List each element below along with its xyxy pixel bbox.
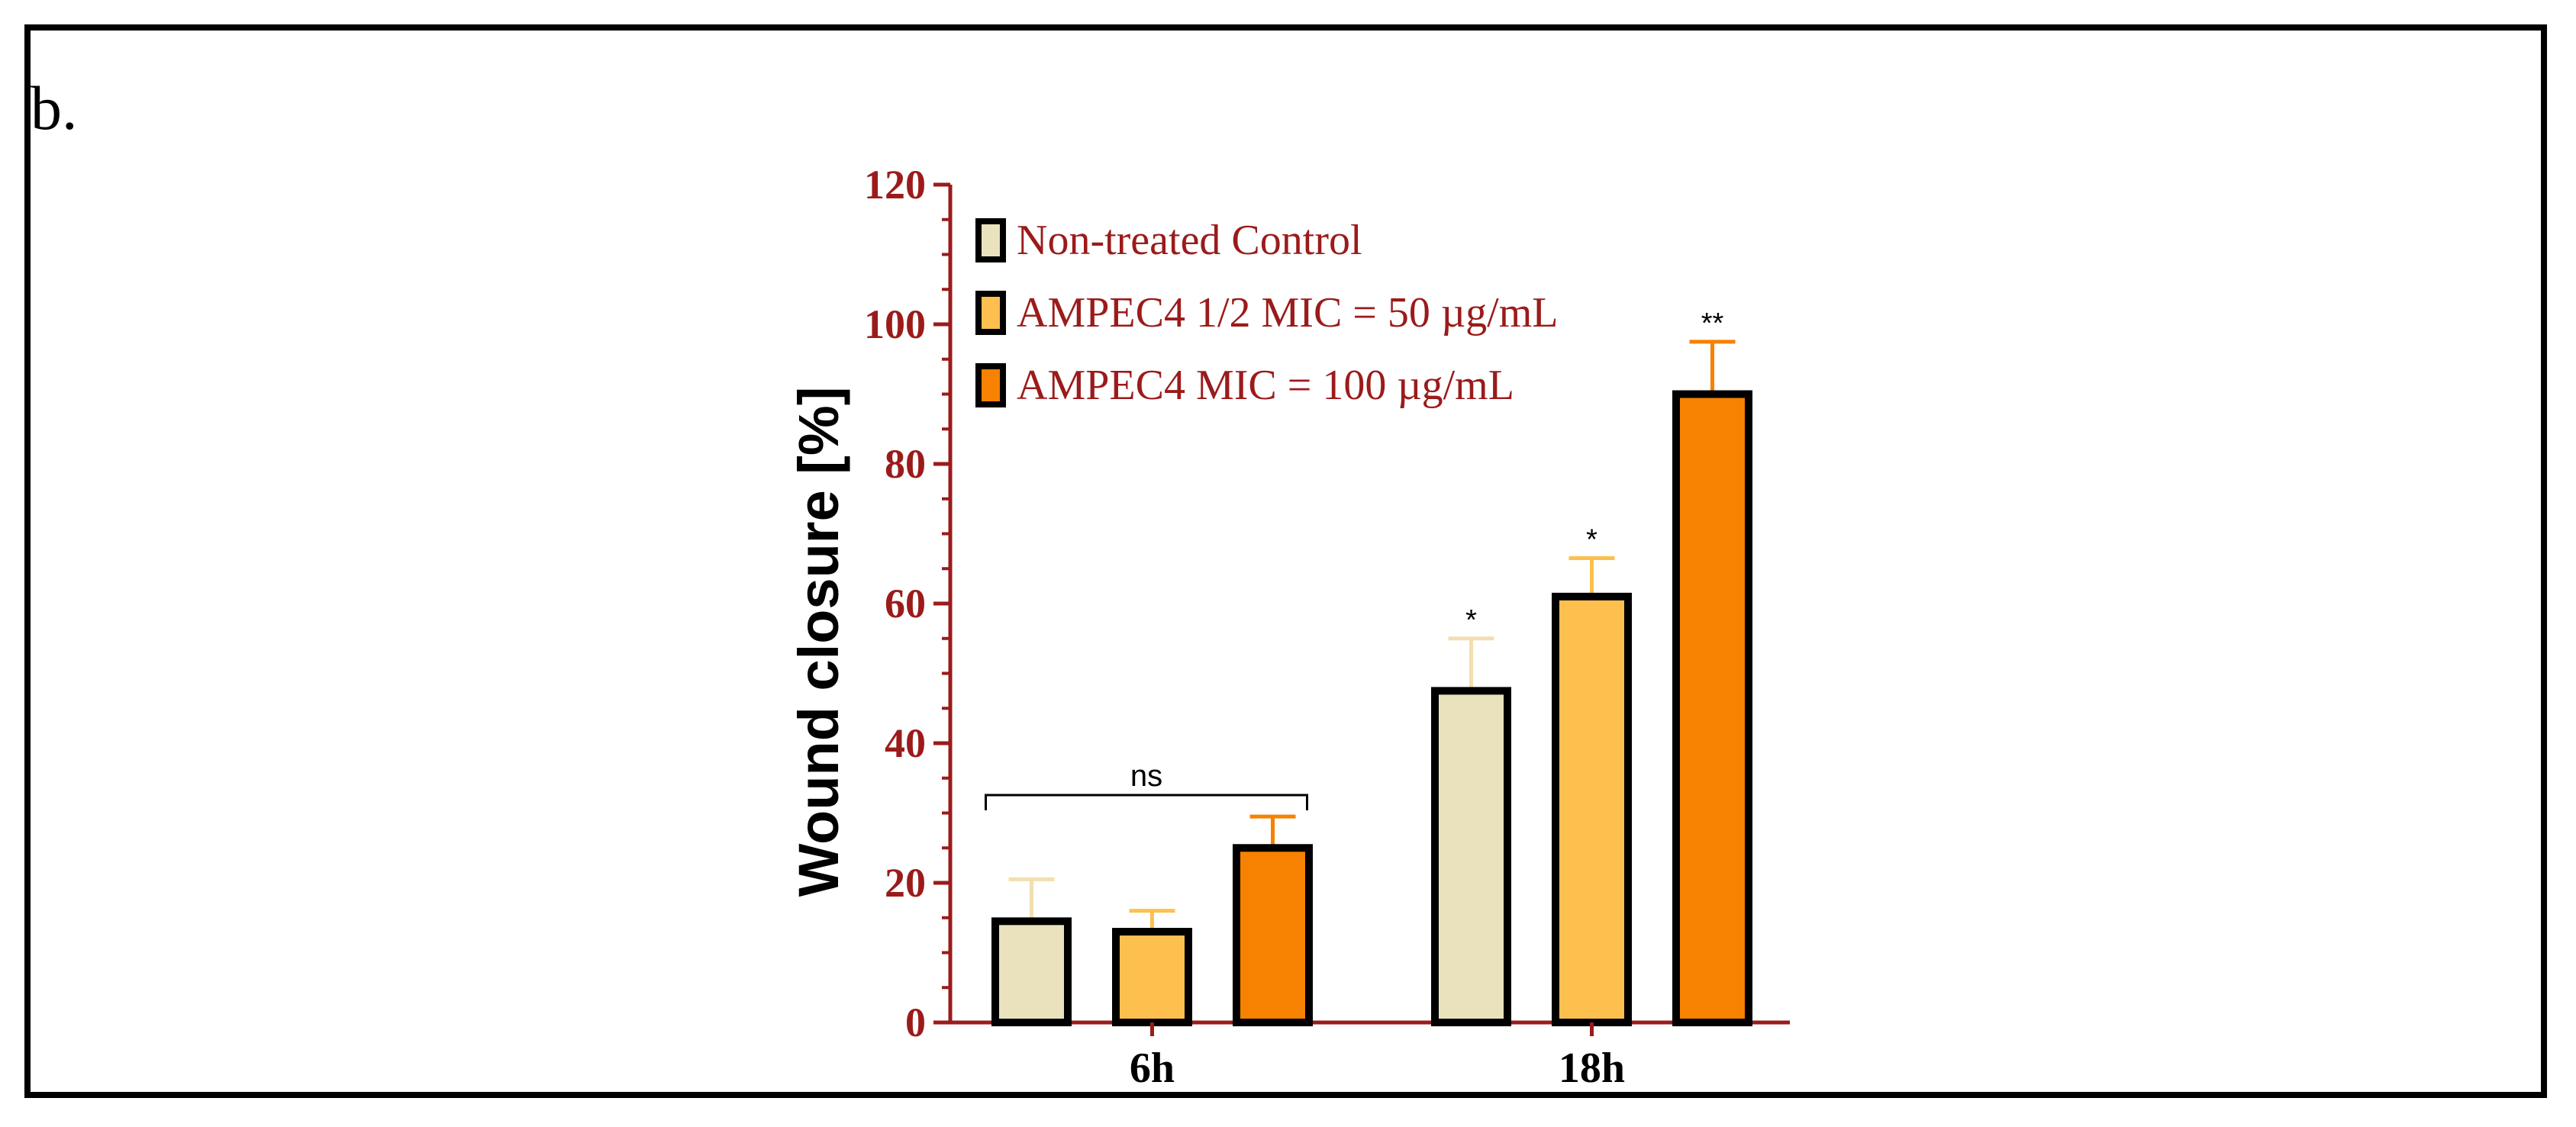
bar [1431,687,1511,1026]
y-tick-label: 100 [864,301,926,347]
x-category-label: 18h [1559,1045,1625,1092]
bar [1233,844,1313,1026]
y-tick-label: 120 [864,162,926,208]
y-tick-label: 80 [885,441,926,487]
panel-label: b. [31,73,78,143]
y-tick-label: 0 [905,1000,926,1045]
bar [991,917,1072,1026]
bars-group [991,340,1752,1027]
annotations: ns**** [985,308,1724,810]
bar [1672,390,1752,1026]
legend-swatch [975,291,1006,335]
ns-bracket [985,794,1308,810]
y-tick-label: 40 [885,720,926,766]
x-category-label: 6h [1130,1045,1175,1092]
y-axis-label: Wound closure [%] [787,387,850,897]
y-axis-ticks: 0 20 40 60 80 100 120 [864,162,950,1045]
legend-label: AMPEC4 1/2 MIC = 50 µg/mL [1017,289,1558,336]
y-tick-label: 20 [885,860,926,906]
legend-label: Non-treated Control [1017,217,1362,264]
legend: Non-treated Control AMPEC4 1/2 MIC = 50 µ… [975,217,1558,409]
x-axis-categories: 6h 18h [1130,1022,1625,1092]
significance-marker: * [1586,524,1598,556]
ns-label: ns [1130,759,1162,793]
y-tick-label: 60 [885,581,926,626]
legend-swatch [975,218,1006,262]
significance-marker: * [1465,604,1477,636]
legend-label: AMPEC4 MIC = 100 µg/mL [1017,362,1514,409]
significance-marker: ** [1701,308,1724,340]
bar [1112,928,1192,1027]
bar [1552,592,1632,1026]
legend-swatch [975,363,1006,407]
